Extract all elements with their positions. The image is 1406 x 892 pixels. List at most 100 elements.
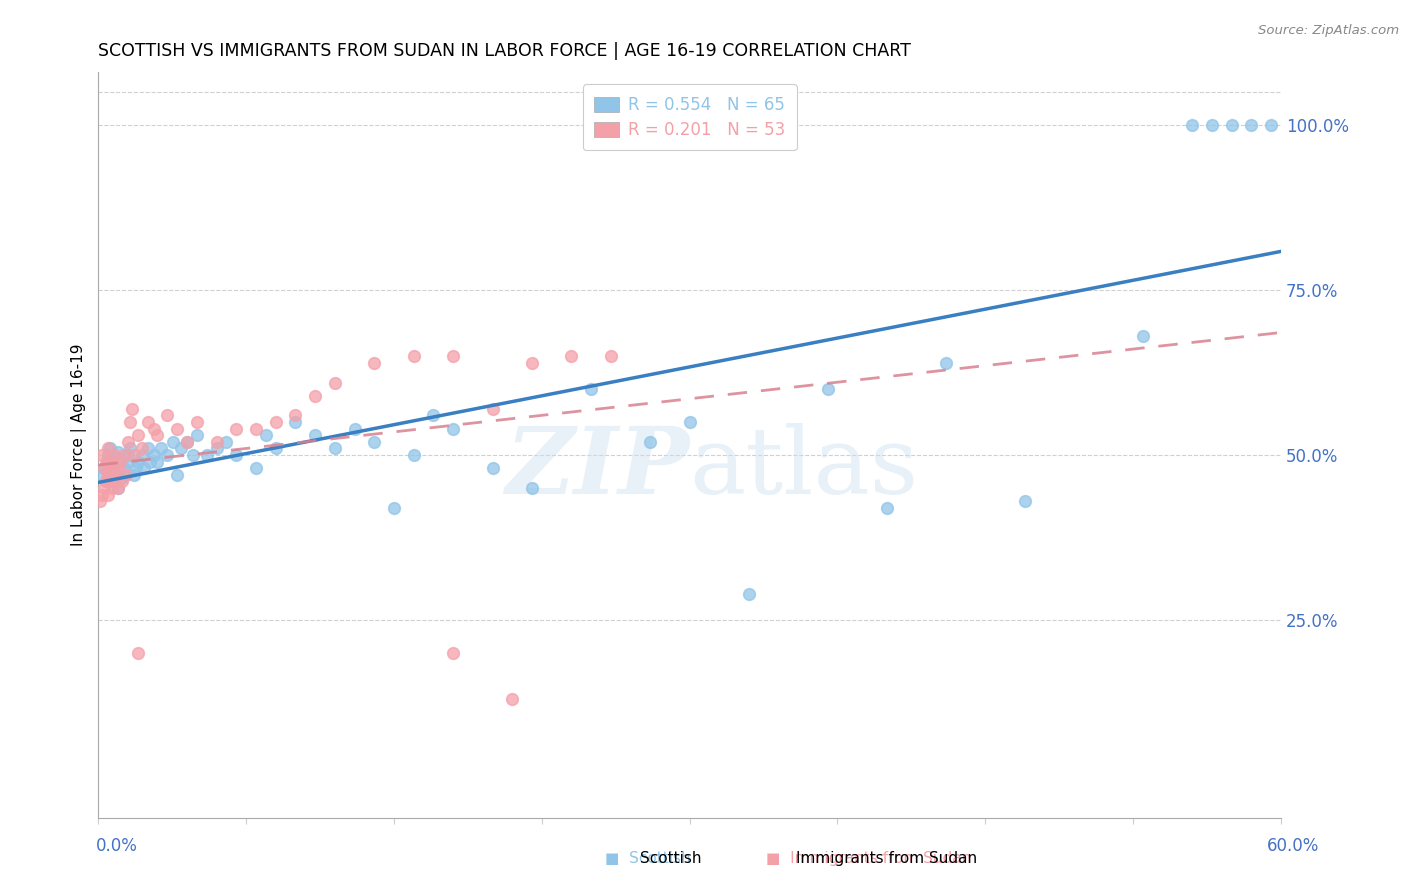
Point [146,428,169,442]
Point [118,415,141,429]
Point [98,442,121,456]
Point [91,467,114,482]
Point [520,356,543,370]
Point [935,356,957,370]
Point [1181,118,1204,132]
Text: atlas: atlas [690,423,920,513]
Point [115,467,138,482]
Point [89,494,111,508]
Point [97,448,120,462]
Text: ZIP: ZIP [505,423,690,513]
Point [101,481,124,495]
Text: ■  Scottish: ■ Scottish [605,851,690,865]
Point [131,442,153,456]
Point [127,646,149,660]
Point [402,448,425,462]
Point [156,409,179,423]
Point [1201,118,1223,132]
Point [264,415,287,429]
Point [363,356,385,370]
Point [176,434,198,449]
Text: Source: ZipAtlas.com: Source: ZipAtlas.com [1258,24,1399,37]
Point [112,461,135,475]
Point [254,428,277,442]
Point [186,428,208,442]
Point [96,475,118,489]
Point [146,455,169,469]
Point [111,471,134,485]
Point [127,455,149,469]
Point [96,455,118,469]
Point [117,448,139,462]
Point [501,692,523,706]
Point [127,428,149,442]
Point [441,422,464,436]
Point [215,434,238,449]
Point [679,415,702,429]
Text: Scottish: Scottish [640,851,702,865]
Point [98,475,121,489]
Point [1132,329,1154,343]
Point [136,442,159,456]
Point [101,465,124,479]
Point [284,415,307,429]
Point [245,422,267,436]
Point [264,442,287,456]
Text: SCOTTISH VS IMMIGRANTS FROM SUDAN IN LABOR FORCE | AGE 16-19 CORRELATION CHART: SCOTTISH VS IMMIGRANTS FROM SUDAN IN LAB… [98,42,911,60]
Point [132,461,155,475]
Point [1220,118,1243,132]
Point [118,442,141,456]
Point [284,409,307,423]
Point [125,461,148,475]
Point [181,448,204,462]
Point [136,415,159,429]
Point [105,451,128,466]
Point [323,376,346,390]
Point [195,448,218,462]
Point [103,458,125,472]
Point [121,401,143,416]
Point [817,382,839,396]
Point [97,455,120,469]
Point [876,500,898,515]
Point [97,488,120,502]
Point [91,488,114,502]
Point [103,475,125,489]
Point [111,475,134,489]
Point [97,467,120,482]
Point [107,444,129,458]
Point [323,442,346,456]
Point [105,467,128,482]
Point [205,434,228,449]
Point [112,448,135,462]
Point [520,481,543,495]
Point [304,389,326,403]
Point [166,467,188,482]
Point [142,422,165,436]
Point [162,434,184,449]
Point [304,428,326,442]
Point [122,448,145,462]
Point [422,409,444,423]
Point [117,434,139,449]
Point [1014,494,1036,508]
Point [579,382,602,396]
Point [481,461,503,475]
Point [96,475,118,489]
Point [176,434,198,449]
Point [107,481,129,495]
Point [166,422,188,436]
Point [1240,118,1263,132]
Y-axis label: In Labor Force | Age 16-19: In Labor Force | Age 16-19 [72,344,87,547]
Point [560,349,582,363]
Point [98,461,121,475]
Point [363,434,385,449]
Point [91,448,114,462]
Point [402,349,425,363]
Point [93,461,115,475]
Point [131,448,153,462]
Text: ■  Immigrants from Sudan: ■ Immigrants from Sudan [766,851,972,865]
Point [382,500,405,515]
Point [343,422,366,436]
Legend: R = 0.554   N = 65, R = 0.201   N = 53: R = 0.554 N = 65, R = 0.201 N = 53 [582,85,797,151]
